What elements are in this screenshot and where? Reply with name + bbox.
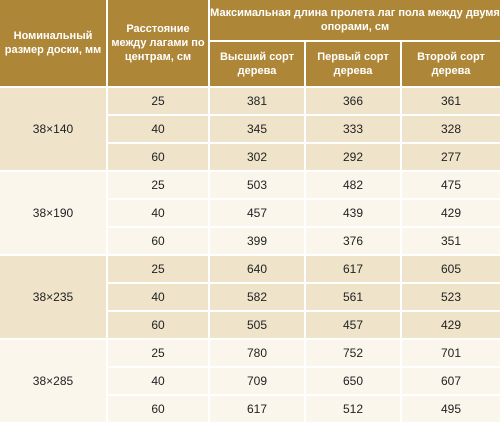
span-second-cell: 277 [402,144,500,172]
header-grade-second: Второй сорт дерева [402,42,500,88]
span-first-cell: 439 [306,200,402,228]
table-row: 38×235 25 640 617 605 [0,256,500,340]
size-group: 38×235 25 640 617 605 40 582 561 523 60 … [0,256,500,340]
board-size-cell: 38×140 [0,88,108,172]
table-row: 40 582 561 523 [0,284,500,312]
span-top-cell: 617 [210,396,306,424]
distance-cell: 40 [108,200,210,228]
span-first-cell: 482 [306,172,402,200]
header-grade-top: Высший сорт дерева [210,42,306,88]
table-row: 38×140 25 381 366 361 [0,88,500,172]
header-grade-first: Первый сорт дерева [306,42,402,88]
span-second-cell: 351 [402,228,500,256]
distance-cell: 60 [108,312,210,340]
size-group: 38×190 25 503 482 475 40 457 439 429 60 … [0,172,500,256]
span-second-cell: 701 [402,340,500,368]
distance-cell: 25 [108,340,210,368]
distance-cell: 60 [108,228,210,256]
header-max-span-group: Максимальная длина пролета лаг пола межд… [210,0,500,42]
span-top-cell: 709 [210,368,306,396]
distance-cell: 40 [108,368,210,396]
table-row: 60 399 376 351 [0,228,500,256]
board-size-cell: 38×190 [0,172,108,256]
distance-cell: 40 [108,284,210,312]
lumber-span-table: Номинальный размер доски, мм Расстояние … [0,0,500,424]
span-first-cell: 752 [306,340,402,368]
span-first-cell: 366 [306,88,402,116]
span-top-cell: 640 [210,256,306,284]
span-first-cell: 512 [306,396,402,424]
size-group: 38×140 25 381 366 361 40 345 333 328 60 … [0,88,500,172]
span-top-cell: 780 [210,340,306,368]
span-second-cell: 429 [402,200,500,228]
span-second-cell: 429 [402,312,500,340]
span-top-cell: 457 [210,200,306,228]
table-row: 60 505 457 429 [0,312,500,340]
span-top-cell: 381 [210,88,306,116]
span-second-cell: 605 [402,256,500,284]
span-top-cell: 399 [210,228,306,256]
table-header: Номинальный размер доски, мм Расстояние … [0,0,500,88]
span-top-cell: 503 [210,172,306,200]
distance-cell: 25 [108,256,210,284]
table-row: 38×190 25 503 482 475 [0,172,500,256]
size-group: 38×285 25 780 752 701 40 709 650 607 60 … [0,340,500,424]
table-row: 40 345 333 328 [0,116,500,144]
span-first-cell: 376 [306,228,402,256]
distance-cell: 40 [108,116,210,144]
distance-cell: 25 [108,88,210,116]
span-second-cell: 523 [402,284,500,312]
span-second-cell: 607 [402,368,500,396]
span-top-cell: 302 [210,144,306,172]
span-top-cell: 582 [210,284,306,312]
table-row: 38×285 25 780 752 701 [0,340,500,424]
span-top-cell: 505 [210,312,306,340]
span-first-cell: 561 [306,284,402,312]
board-size-cell: 38×235 [0,256,108,340]
distance-cell: 25 [108,172,210,200]
header-board-size: Номинальный размер доски, мм [0,0,108,88]
distance-cell: 60 [108,144,210,172]
table-row: 60 302 292 277 [0,144,500,172]
span-top-cell: 345 [210,116,306,144]
span-first-cell: 333 [306,116,402,144]
board-size-cell: 38×285 [0,340,108,424]
span-first-cell: 457 [306,312,402,340]
distance-cell: 60 [108,396,210,424]
span-first-cell: 617 [306,256,402,284]
span-first-cell: 650 [306,368,402,396]
span-second-cell: 495 [402,396,500,424]
span-second-cell: 475 [402,172,500,200]
span-second-cell: 361 [402,88,500,116]
table-row: 40 709 650 607 [0,368,500,396]
span-first-cell: 292 [306,144,402,172]
table-row: 60 617 512 495 [0,396,500,424]
table-row: 40 457 439 429 [0,200,500,228]
span-second-cell: 328 [402,116,500,144]
header-joist-distance: Расстояние между лагами по центрам, см [108,0,210,88]
